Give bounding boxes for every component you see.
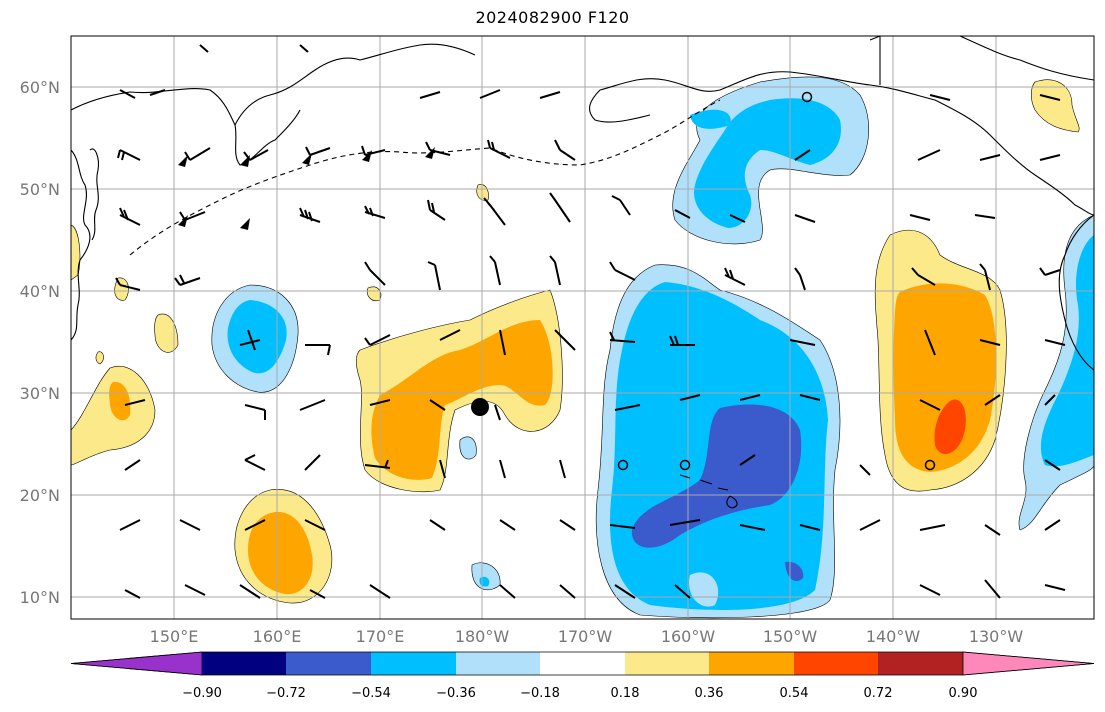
colorbar-tick-label: −0.54 bbox=[351, 686, 391, 701]
colorbar-tick-label: −0.72 bbox=[266, 686, 306, 701]
lon-label: 170°W bbox=[558, 627, 613, 646]
colorbar-tick-label: −0.90 bbox=[182, 686, 222, 701]
station-circle bbox=[801, 91, 813, 103]
map-title: 2024082900 F120 bbox=[475, 8, 630, 27]
colorbar-extend-high bbox=[962, 651, 1095, 676]
colorbar-segment bbox=[878, 652, 963, 675]
lat-label: 50°N bbox=[20, 180, 60, 199]
lon-label: 140°W bbox=[866, 627, 921, 646]
colorbar-tick-label: 0.54 bbox=[780, 686, 809, 701]
longitude-labels: 150°E 160°E 170°E 180°W 170°W 160°W 150°… bbox=[150, 627, 1024, 646]
low-center-dot bbox=[471, 398, 489, 416]
colorbar-tick-label: 0.36 bbox=[695, 686, 724, 701]
colorbar-tick-label: 0.18 bbox=[611, 686, 640, 701]
colorbar-tick-label: −0.18 bbox=[520, 686, 560, 701]
colorbar-frame bbox=[70, 651, 1095, 676]
colorbar-segment bbox=[625, 652, 709, 675]
coastlines bbox=[71, 36, 1094, 509]
lon-label: 150°E bbox=[150, 627, 199, 646]
colorbar-tick-label: 0.72 bbox=[864, 686, 893, 701]
colorbar bbox=[70, 651, 1095, 676]
map-frame bbox=[70, 35, 1095, 620]
wind-barbs bbox=[115, 44, 1066, 599]
colorbar-tick-label: −0.36 bbox=[436, 686, 476, 701]
negative-anomaly-fill bbox=[211, 76, 1094, 619]
station-circle bbox=[617, 459, 629, 471]
station-circle bbox=[679, 459, 691, 471]
lon-label: 130°W bbox=[969, 627, 1024, 646]
map-area bbox=[71, 36, 1094, 619]
lon-label: 170°E bbox=[356, 627, 405, 646]
latitude-labels: 60°N 50°N 40°N 30°N 20°N 10°N bbox=[20, 78, 60, 607]
lon-label: 150°W bbox=[763, 627, 818, 646]
colorbar-segment bbox=[202, 652, 286, 675]
colorbar-segment bbox=[540, 652, 625, 675]
colorbar-extend-low bbox=[70, 651, 203, 676]
station-circle bbox=[924, 459, 936, 471]
graticule bbox=[71, 36, 1094, 619]
colorbar-segment bbox=[371, 652, 456, 675]
lat-label: 40°N bbox=[20, 282, 60, 301]
lat-label: 10°N bbox=[20, 588, 60, 607]
colorbar-tick-labels: −0.90 −0.72 −0.54 −0.36 −0.18 0.18 0.36 … bbox=[182, 686, 977, 701]
colorbar-tick-label: 0.90 bbox=[949, 686, 978, 701]
lat-label: 60°N bbox=[20, 78, 60, 97]
colorbar-segment bbox=[286, 652, 371, 675]
wind-pennants bbox=[178, 147, 435, 230]
colorbar-segment bbox=[709, 652, 794, 675]
lat-label: 20°N bbox=[20, 486, 60, 505]
lon-label: 180°W bbox=[455, 627, 510, 646]
lon-label: 160°E bbox=[253, 627, 302, 646]
lon-label: 160°W bbox=[661, 627, 716, 646]
colorbar-segment bbox=[456, 652, 540, 675]
lat-label: 30°N bbox=[20, 384, 60, 403]
positive-anomaly-fill bbox=[71, 79, 1080, 604]
colorbar-segment bbox=[794, 652, 878, 675]
